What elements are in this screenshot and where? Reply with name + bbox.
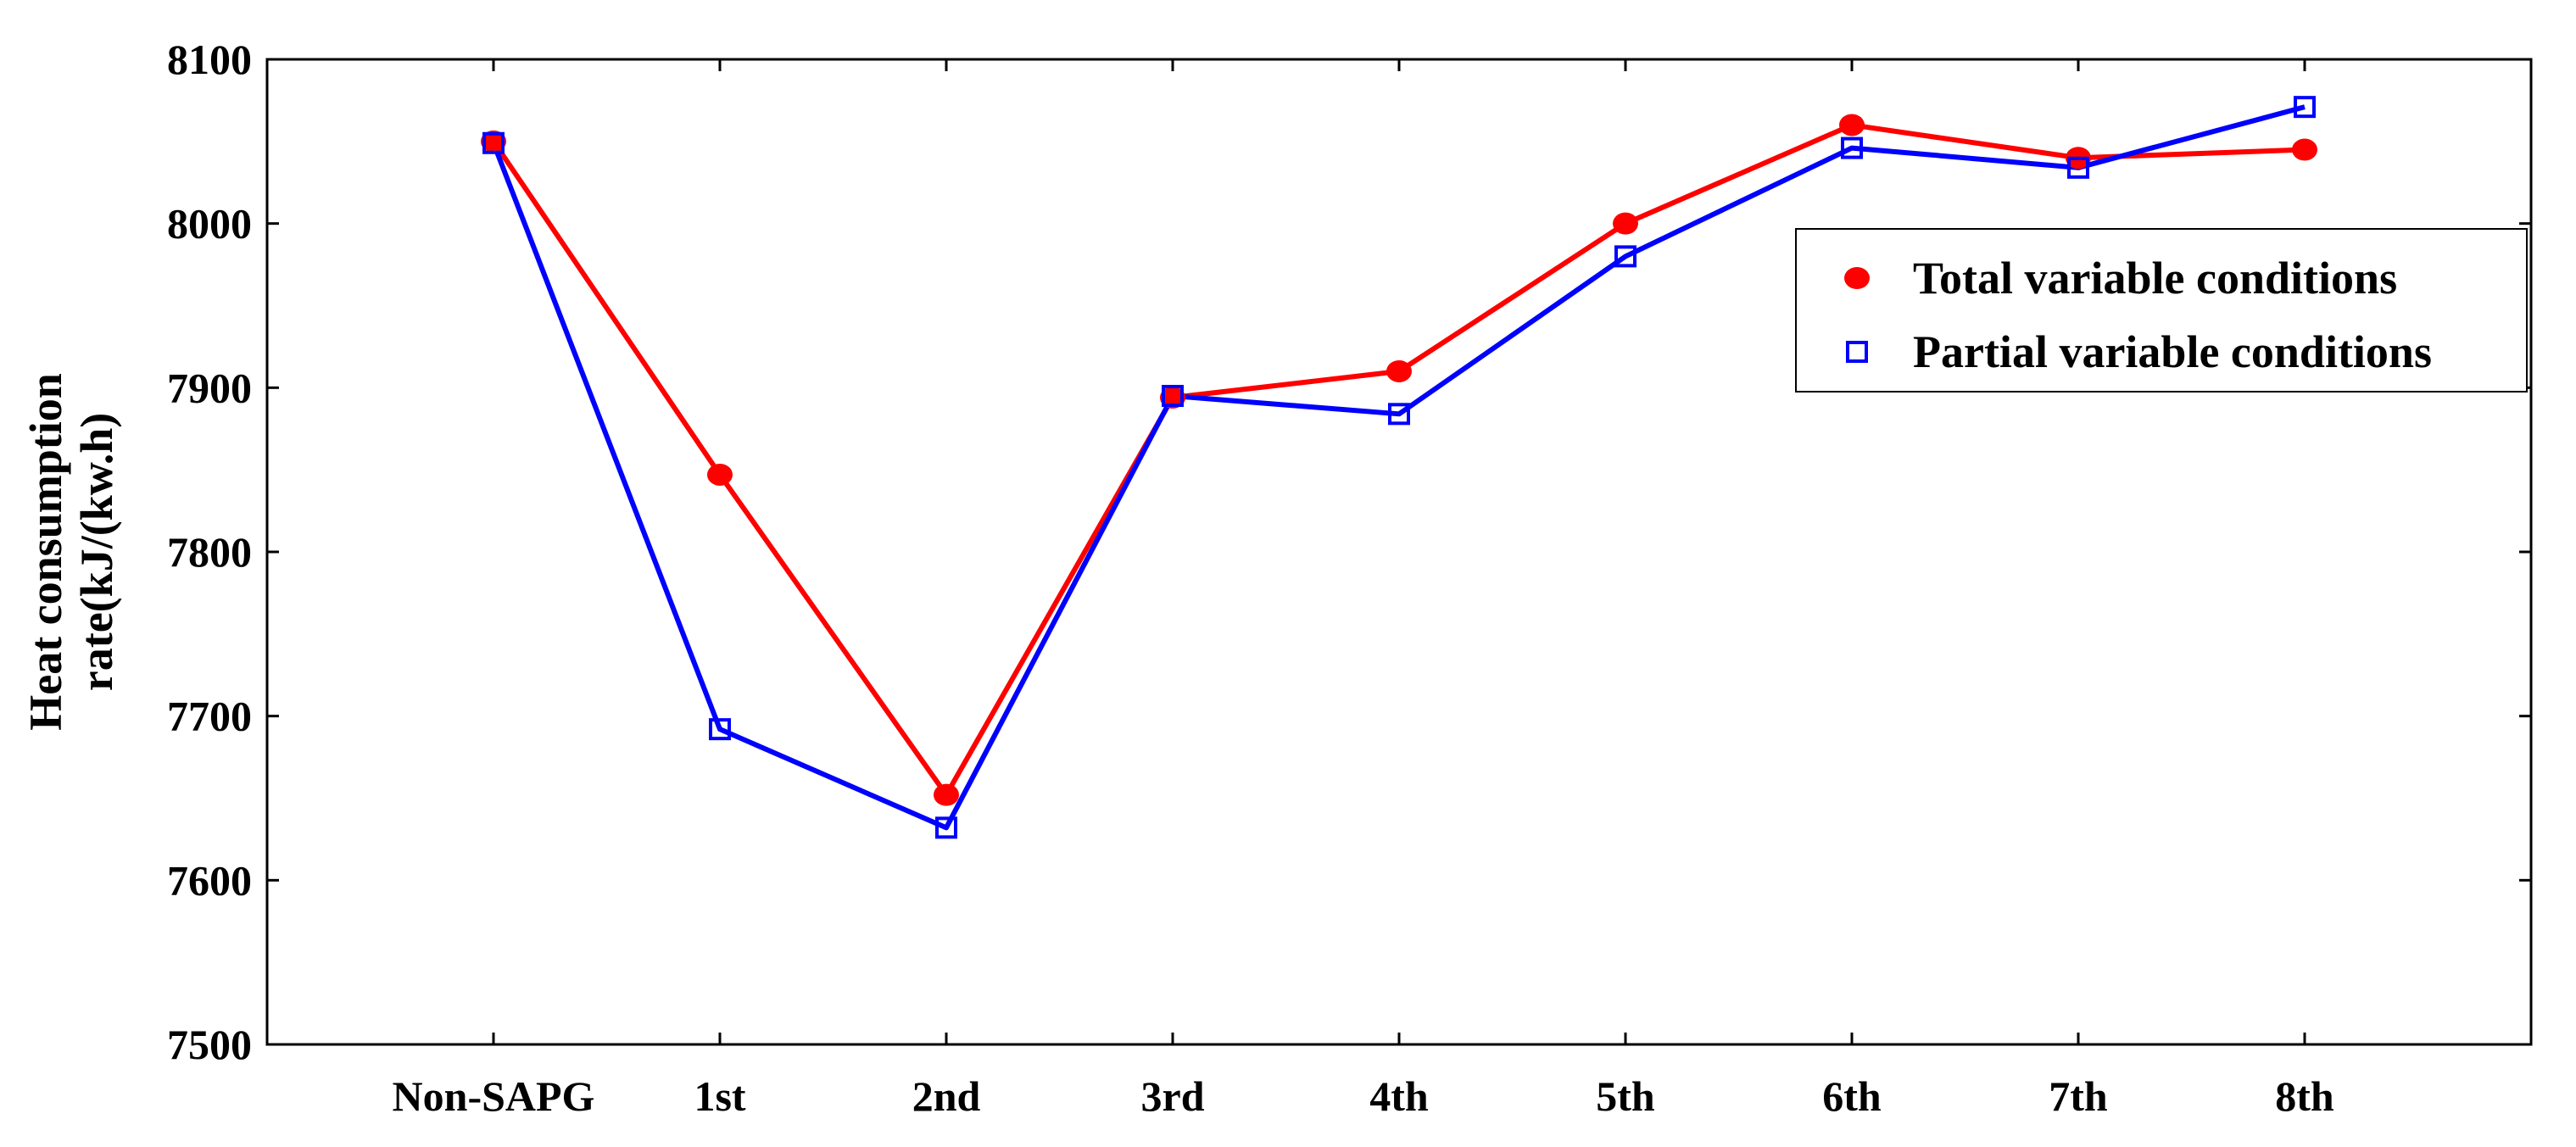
data-point: [1613, 212, 1638, 235]
data-point: [1388, 403, 1410, 426]
legend-label: Partial variable conditions: [1913, 326, 2432, 377]
x-tick-label: 1st: [694, 1072, 745, 1120]
x-tick-label: 3rd: [1141, 1072, 1205, 1120]
x-tick-label: 6th: [1822, 1072, 1882, 1120]
data-point: [2294, 96, 2316, 119]
y-tick-label: 7900: [167, 364, 252, 411]
data-point: [709, 718, 731, 741]
x-tick-label: Non-SAPG: [393, 1072, 595, 1120]
data-point: [2067, 156, 2089, 179]
data-point: [481, 130, 506, 153]
data-point: [1839, 114, 1865, 136]
legend-items: Total variable conditions Partial variabl…: [1844, 253, 2432, 377]
y-tick-label: 8100: [167, 36, 252, 83]
data-point: [482, 131, 505, 154]
y-tick-label: 8000: [167, 200, 252, 248]
y-tick-label: 7600: [167, 856, 252, 904]
legend-marker: [1844, 267, 1870, 289]
series-markers: [481, 96, 2317, 839]
data-point: [2292, 138, 2317, 161]
y-tick-label: 7500: [167, 1021, 252, 1068]
y-axis-title-line-2: rate(kJ/(kw.h): [71, 413, 122, 691]
x-tick-label: 2nd: [912, 1072, 981, 1120]
legend-marker: [1846, 341, 1868, 363]
y-tick-label: 7800: [167, 528, 252, 576]
series-line-2: [491, 104, 2306, 831]
data-point: [1162, 385, 1184, 408]
legend-label: Total variable conditions: [1913, 253, 2397, 303]
x-tick-label: 4th: [1369, 1072, 1429, 1120]
legend: Total variable conditions Partial variabl…: [1795, 228, 2528, 393]
data-point: [1614, 245, 1636, 268]
data-point: [1386, 359, 1412, 382]
y-axis-title-line-1: Heat consumption: [20, 373, 71, 731]
y-axis-title: Heat consumption rate(kJ/(kw.h): [20, 373, 122, 731]
x-tick-label: 7th: [2049, 1072, 2108, 1120]
x-tick-label: 8th: [2275, 1072, 2334, 1120]
legend-box: [1795, 228, 2528, 393]
data-point: [707, 463, 733, 486]
data-point: [934, 783, 959, 806]
y-tick-label: 7700: [167, 693, 252, 740]
data-point: [1841, 136, 1863, 159]
x-tick-label: 5th: [1596, 1072, 1655, 1120]
x-axis-ticks: Non-SAPG 1st 2nd 3rd 4th 5th 6th 7th 8th: [393, 59, 2334, 1120]
data-point: [1160, 386, 1185, 409]
data-point: [935, 816, 957, 839]
